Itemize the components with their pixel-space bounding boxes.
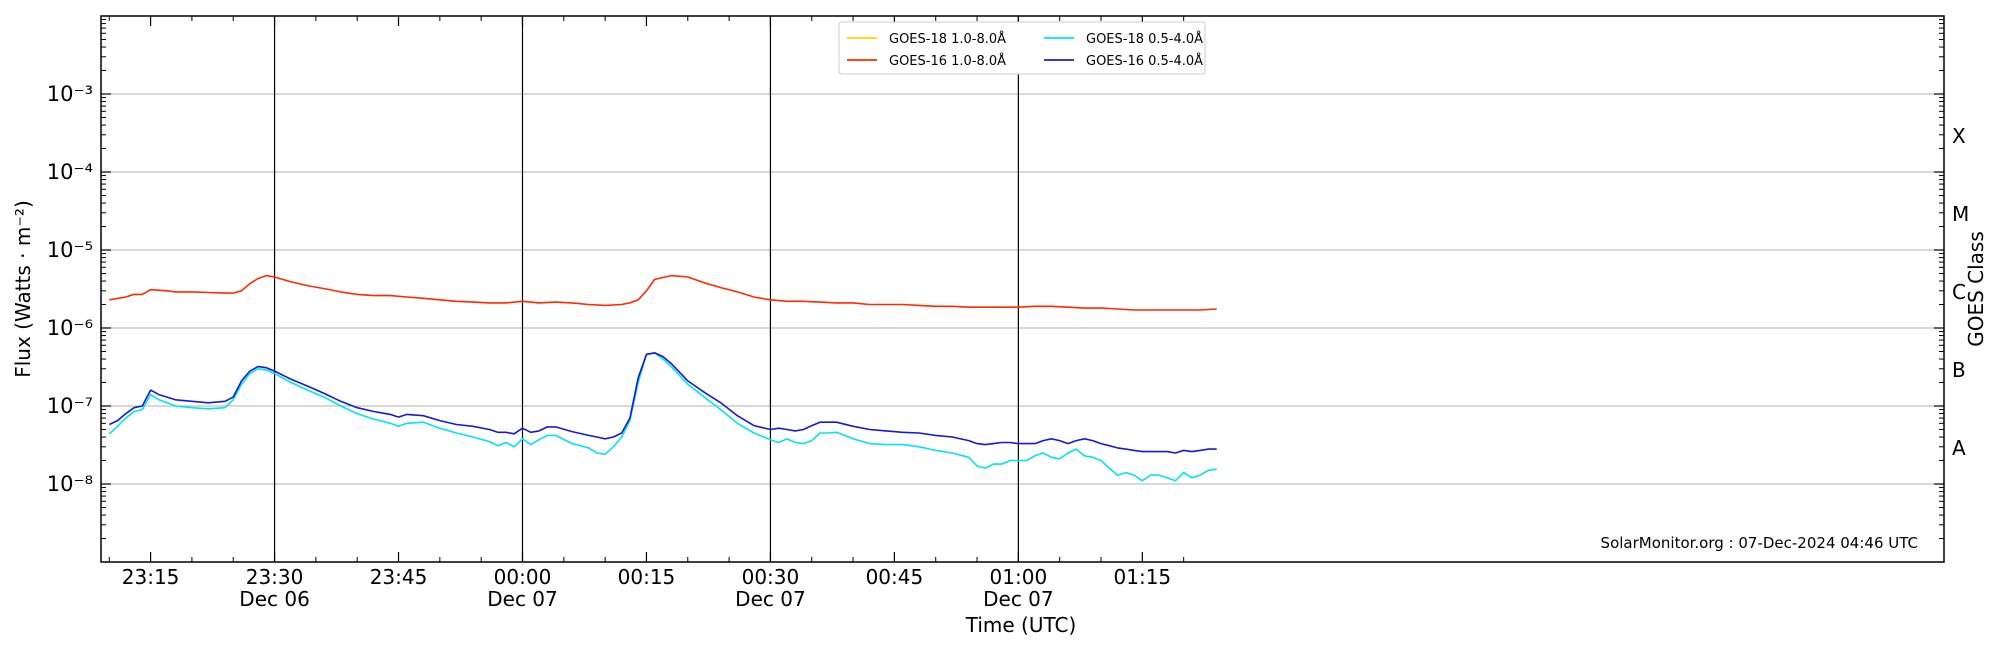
x-tick-date-label: Dec 07 [983,587,1054,611]
y-axis-ticks: 10⁻⁸ 10⁻⁷ 10⁻⁶ 10⁻⁵ 10⁻⁴ 10⁻³ [47,19,1944,540]
legend-label: GOES-16 0.5-4.0Å [1086,53,1203,69]
horizontal-gridlines [101,93,1944,485]
plot-frame [100,15,1945,563]
series-line-3 [108,352,1217,454]
x-tick-time-label: 00:30 [742,565,800,589]
y-tick-label: 10⁻⁸ [47,472,93,496]
series-line-2 [108,352,1217,482]
series-lines [108,274,1217,482]
legend-box [838,21,1206,75]
x-tick-date-label: Dec 07 [735,587,806,611]
x-tick-time-label: 00:45 [866,565,924,589]
goes-class-label: C [1952,280,1966,304]
source-annotation: SolarMonitor.org : 07-Dec-2024 04:46 UTC [1601,534,1918,552]
x-tick-time-label: 23:30 [246,565,304,589]
x-tick-date-label: Dec 07 [487,587,558,611]
goes-class-label: M [1952,202,1969,226]
goes-class-label: A [1952,436,1966,460]
x-tick-time-label: 00:00 [494,565,552,589]
goes-class-ticks: A B C M X [1952,124,1969,460]
x-tick-time-label: 23:45 [370,565,428,589]
legend-label: GOES-18 1.0-8.0Å [889,31,1006,47]
x-tick-date-label: Dec 06 [239,587,310,611]
y-tick-label: 10⁻⁴ [47,160,93,184]
series-line-1 [109,274,1217,311]
x-tick-time-label: 01:15 [1114,565,1172,589]
x-tick-time-label: 01:00 [990,565,1048,589]
y-axis-label: Flux (Watts · m⁻²) [11,200,35,378]
x-tick-time-label: 00:15 [618,565,676,589]
legend-label: GOES-18 0.5-4.0Å [1086,31,1203,47]
goes-class-axis-label: GOES Class [1964,231,1988,347]
y-tick-label: 10⁻⁵ [47,238,93,262]
y-tick-label: 10⁻⁶ [47,316,93,340]
x-tick-time-label: 23:15 [122,565,180,589]
goes-class-label: B [1952,358,1966,382]
y-tick-label: 10⁻³ [47,82,93,106]
goes-class-label: X [1952,124,1966,148]
y-tick-label: 10⁻⁷ [47,394,93,418]
x-axis-label: Time (UTC) [965,613,1077,637]
legend-label: GOES-16 1.0-8.0Å [889,53,1006,69]
legend: GOES-18 1.0-8.0Å GOES-16 1.0-8.0Å GOES-18 … [838,21,1206,75]
day-boundary-lines [273,16,1019,562]
